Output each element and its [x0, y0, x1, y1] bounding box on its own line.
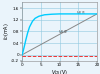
Text: $V_{GS2}$: $V_{GS2}$	[58, 29, 68, 36]
X-axis label: $V_{DS}$(V): $V_{DS}$(V)	[51, 68, 68, 74]
Text: $V_{GS1}$: $V_{GS1}$	[76, 9, 87, 17]
Y-axis label: $I_D$(mA): $I_D$(mA)	[2, 23, 10, 40]
